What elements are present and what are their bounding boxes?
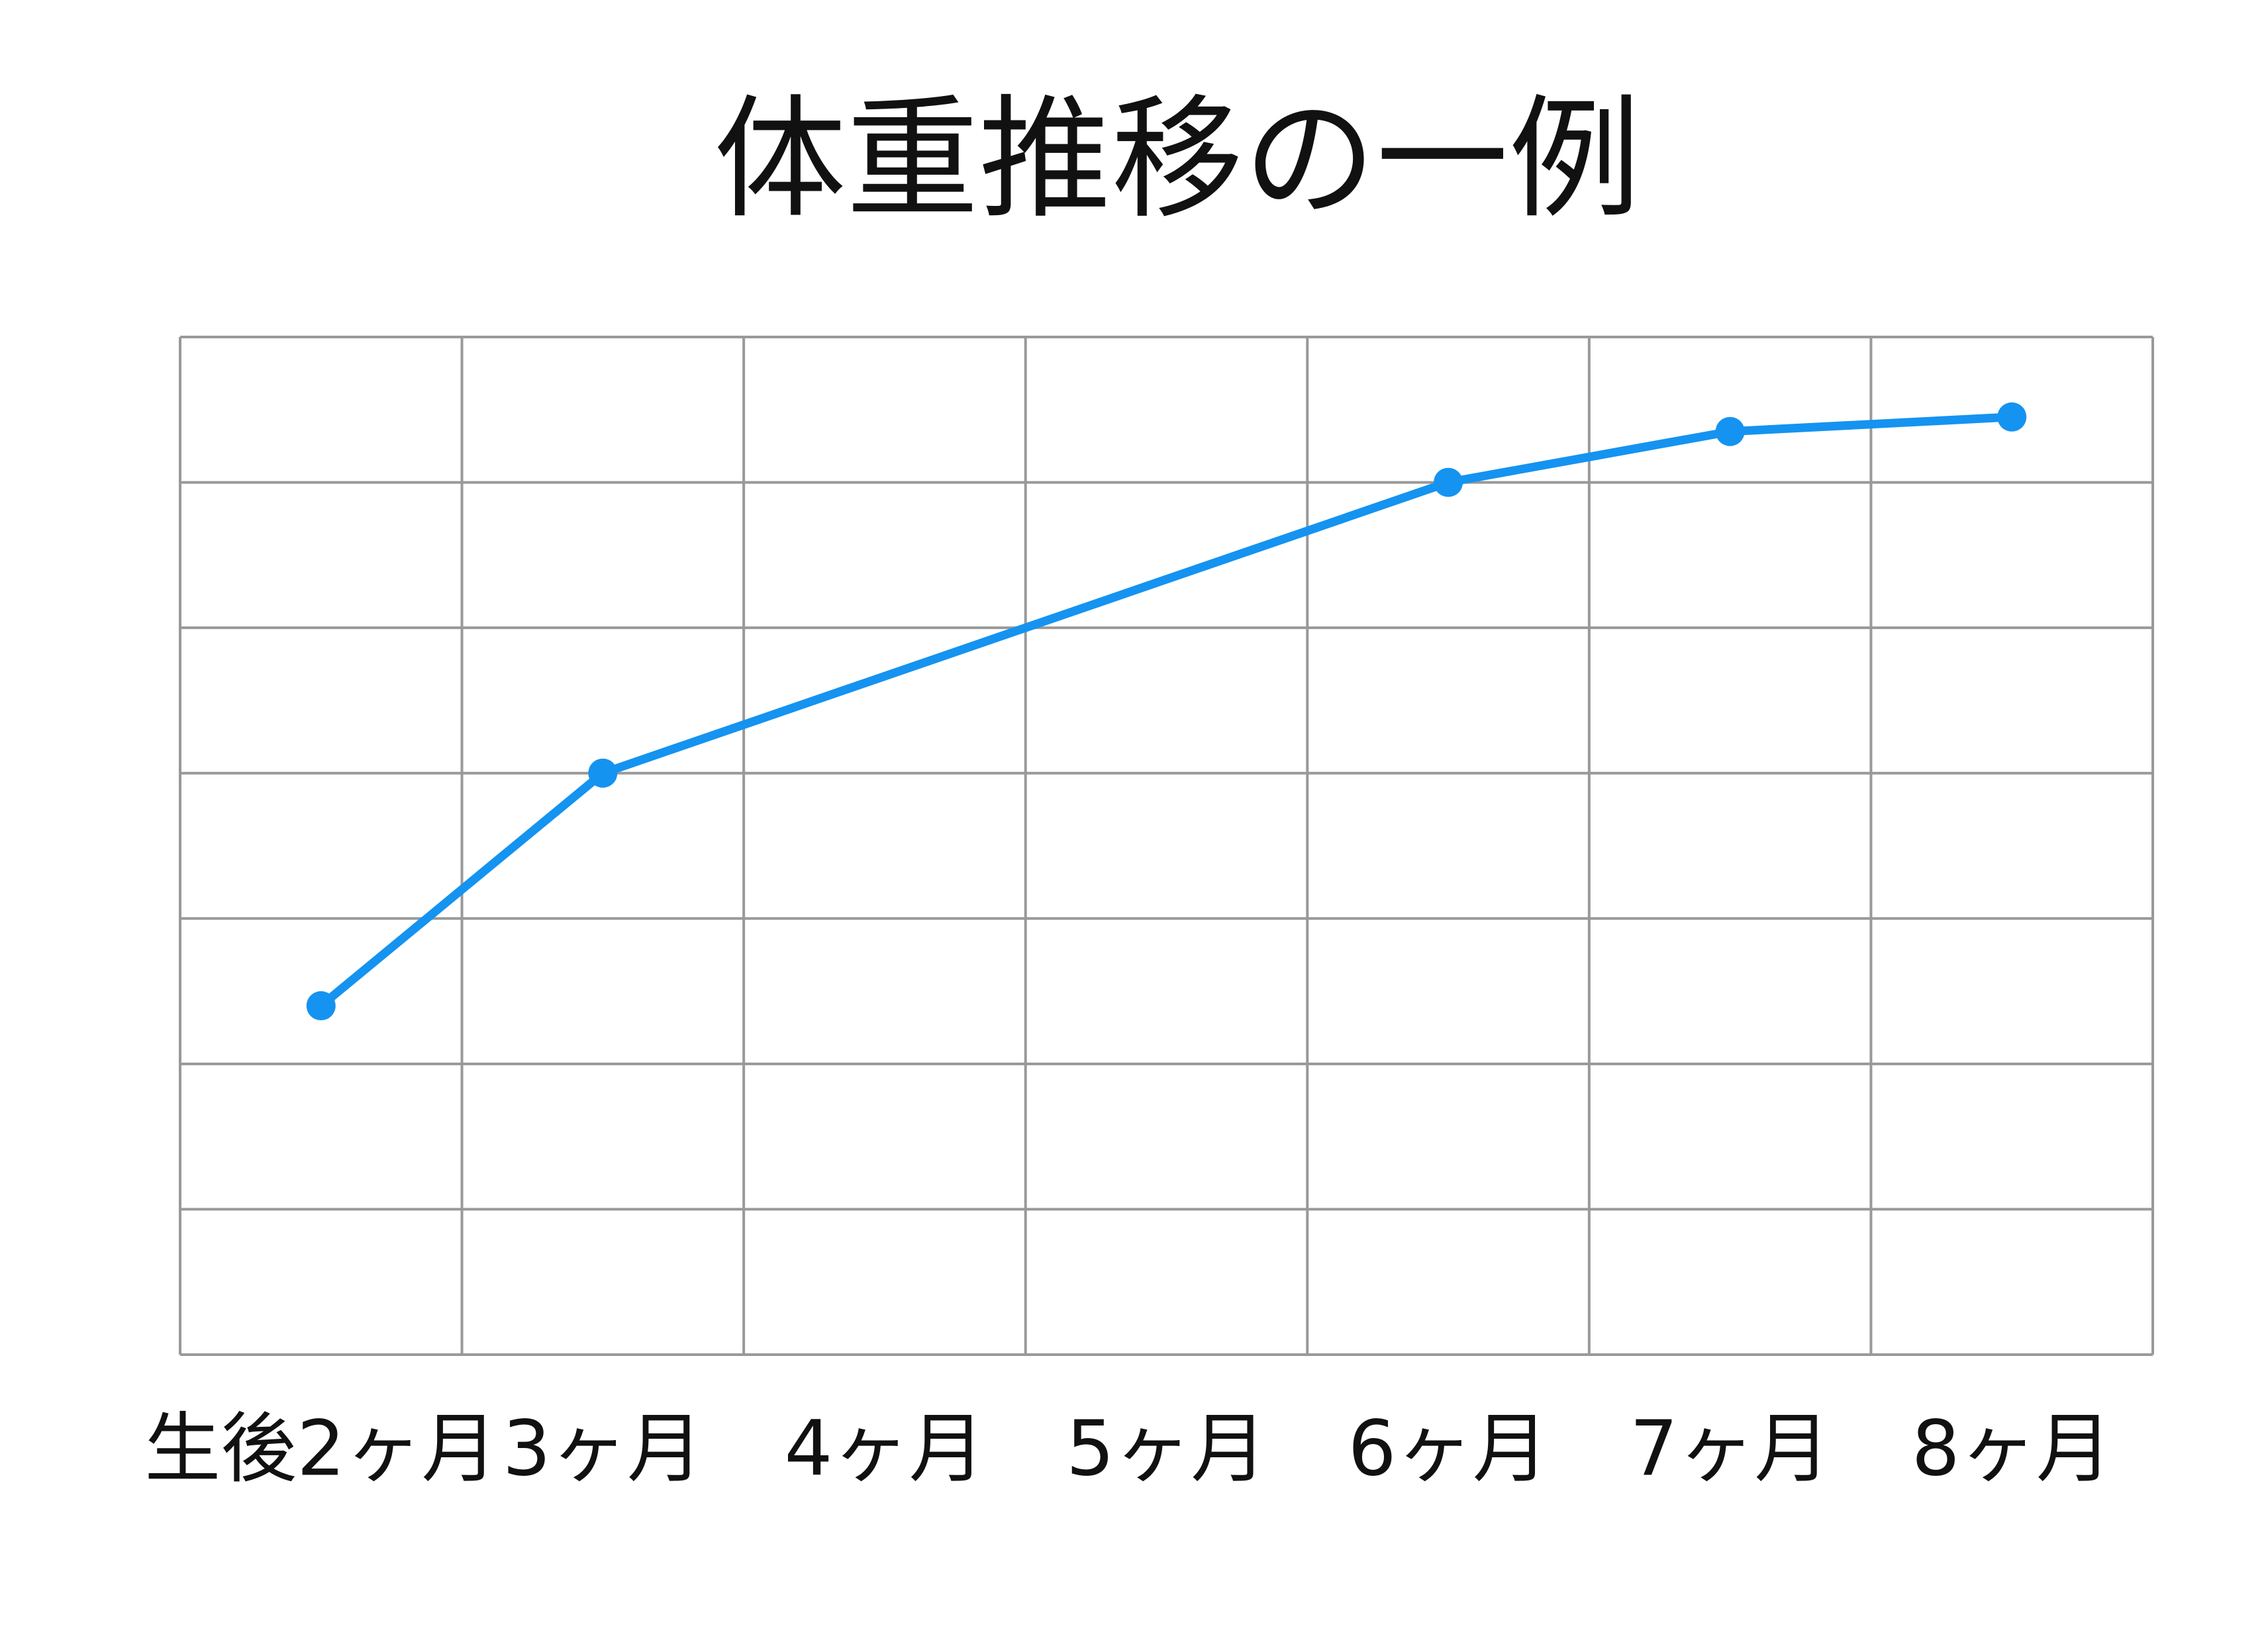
x-tick-label: 4ヶ月 (784, 1405, 985, 1494)
x-tick-label: 6ヶ月 (1348, 1405, 1548, 1494)
data-point (1434, 467, 1463, 497)
x-tick-label: 3ヶ月 (503, 1405, 703, 1494)
data-point (1715, 416, 1745, 446)
x-tick-label: 8ヶ月 (1912, 1405, 2112, 1494)
x-tick-label: 5ヶ月 (1066, 1405, 1267, 1494)
x-tick-label: 生後2ヶ月 (144, 1405, 497, 1494)
chart-title: 体重推移の一例 (714, 83, 1641, 237)
data-point (1997, 402, 2027, 432)
data-point (306, 991, 336, 1021)
x-tick-label: 7ヶ月 (1630, 1405, 1830, 1494)
data-point (588, 758, 618, 788)
